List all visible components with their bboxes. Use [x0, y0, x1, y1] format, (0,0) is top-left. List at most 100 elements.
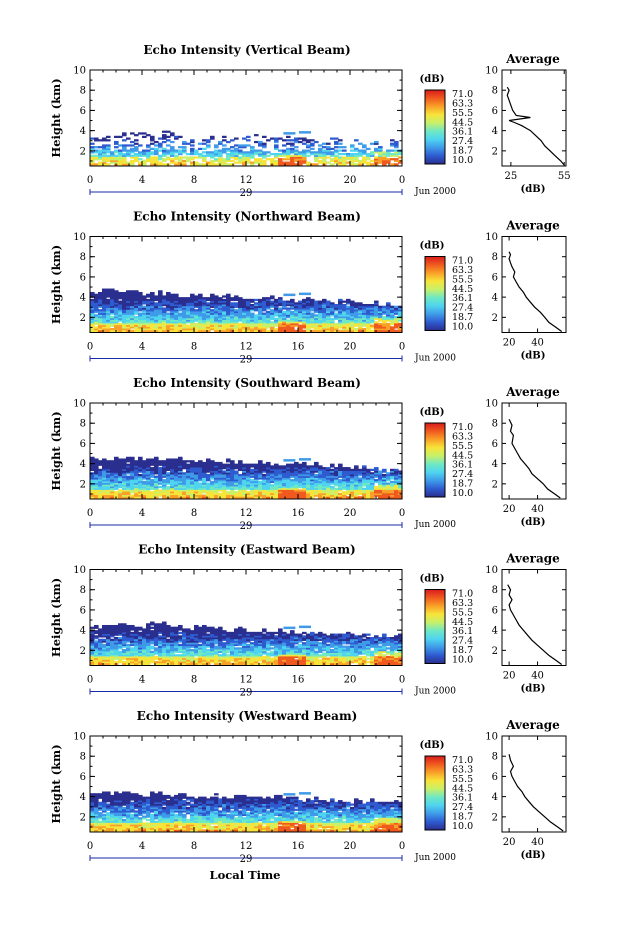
heatmap-cell: [290, 328, 295, 331]
heatmap-cell: [90, 633, 95, 636]
heatmap-cell: [174, 163, 179, 166]
heatmap-cell: [90, 655, 95, 659]
heatmap-cell: [130, 480, 135, 484]
heatmap-cell: [322, 305, 327, 308]
heatmap-cell: [262, 309, 267, 312]
heatmap-cell: [114, 328, 119, 331]
heatmap-cell: [94, 310, 99, 314]
heatmap-cell: [338, 480, 343, 484]
heatmap-cell: [266, 302, 271, 305]
heatmap-cell: [90, 312, 95, 315]
heatmap-cell: [90, 475, 95, 478]
heatmap-cell: [258, 307, 263, 310]
heatmap-cell: [142, 309, 147, 312]
heatmap-cell: [314, 467, 319, 470]
heatmap-cell: [226, 152, 231, 156]
heatmap-cell: [246, 316, 251, 319]
heatmap-cell: [218, 631, 223, 635]
heatmap-cell: [246, 302, 251, 305]
heatmap-cell: [350, 494, 355, 497]
heatmap-cell: [162, 473, 167, 477]
heatmap-cell: [226, 467, 231, 470]
heatmap-cell: [346, 491, 351, 494]
heatmap-cell: [370, 496, 375, 499]
heatmap-cell: [330, 477, 335, 480]
heatmap-cell: [142, 298, 147, 302]
heatmap-cell: [110, 496, 115, 499]
colorbar-label: 36.1: [452, 127, 473, 138]
heatmap-cell: [318, 326, 323, 329]
heatmap-cell: [242, 485, 247, 489]
heatmap-cell: [290, 144, 295, 147]
heatmap-cell: [158, 624, 163, 628]
heatmap-cell: [162, 621, 167, 624]
heatmap-cell: [394, 468, 399, 472]
heatmap-cell: [182, 650, 187, 653]
heatmap-cell: [118, 654, 123, 657]
heatmap-cell: [122, 484, 127, 487]
heatmap-cell: [94, 139, 99, 142]
heatmap-cell: [150, 158, 155, 161]
heatmap-cell: [298, 480, 303, 484]
heatmap-cell: [162, 470, 167, 473]
heatmap-cell: [134, 489, 139, 492]
heatmap-cell: [206, 494, 211, 497]
heatmap-cell: [134, 487, 139, 490]
heatmap-cell: [346, 322, 351, 326]
heatmap-cell: [118, 643, 123, 647]
heatmap-cell: [274, 463, 279, 466]
heatmap-cell: [258, 321, 263, 324]
heatmap-cell: [290, 322, 295, 326]
heatmap-cell: [290, 468, 295, 472]
heatmap-cell: [106, 304, 111, 307]
heatmap-cell: [206, 465, 211, 468]
heatmap-cell: [130, 626, 135, 629]
heatmap-cell: [334, 314, 339, 317]
heatmap-cell: [98, 659, 103, 662]
heatmap-cell: [254, 491, 259, 494]
heatmap-cell: [170, 661, 175, 664]
heatmap-cell: [354, 324, 359, 327]
heatmap-cell: [98, 158, 103, 161]
heatmap-cell: [294, 482, 299, 485]
heatmap-cell: [226, 477, 231, 480]
heatmap-cell: [162, 460, 167, 463]
heatmap-cell: [274, 487, 279, 490]
heatmap-cell: [194, 640, 199, 643]
heatmap-cell: [226, 298, 231, 302]
heatmap-cell: [150, 492, 155, 496]
heatmap-cell: [274, 144, 279, 147]
heatmap-cell: [374, 322, 379, 326]
heatmap-cell: [222, 492, 227, 496]
heatmap-cell: [134, 298, 139, 302]
heatmap-cell: [282, 496, 287, 499]
heatmap-cell: [382, 307, 387, 310]
heatmap-cell: [346, 321, 351, 324]
heatmap-cell: [118, 300, 123, 303]
heatmap-cell: [250, 489, 255, 492]
heatmap-cell: [266, 475, 271, 478]
heatmap-cell: [246, 494, 251, 497]
heatmap-cell: [146, 633, 151, 636]
heatmap-cell: [318, 329, 323, 332]
heatmap-cell: [142, 300, 147, 303]
heatmap-cell: [278, 485, 283, 489]
heatmap-cell: [206, 309, 211, 312]
heatmap-cell: [294, 494, 299, 497]
heatmap-cell: [362, 314, 367, 317]
heatmap-cell: [210, 465, 215, 468]
heatmap-cell: [322, 161, 327, 164]
heatmap-cell: [198, 626, 203, 629]
heatmap-cell: [154, 635, 159, 638]
heatmap-cell: [290, 487, 295, 490]
heatmap-cell: [146, 134, 151, 137]
heatmap-cell: [250, 307, 255, 310]
heatmap-cell: [298, 305, 303, 308]
heatmap-cell: [110, 647, 115, 650]
heatmap-cell: [266, 297, 271, 300]
heatmap-cell: [106, 487, 111, 490]
heatmap-cell: [326, 485, 331, 489]
heatmap-cell: [122, 458, 127, 461]
heatmap-cell: [202, 473, 207, 477]
heatmap-cell: [222, 643, 227, 647]
